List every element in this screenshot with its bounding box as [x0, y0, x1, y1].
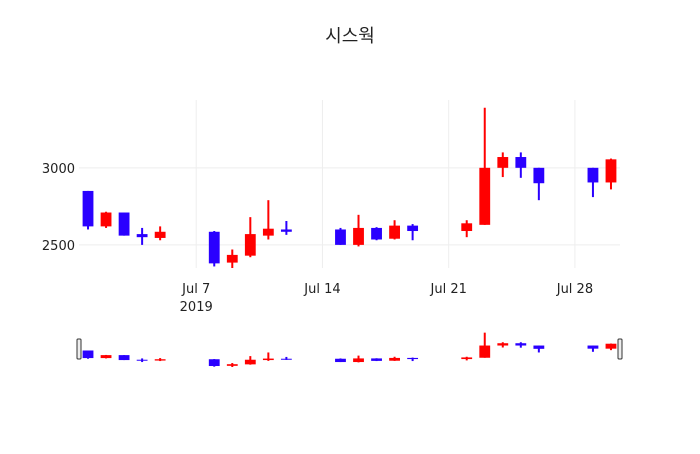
- candle-body: [479, 167, 491, 225]
- slider-candle-body: [82, 350, 94, 359]
- slider-candle-body: [515, 343, 527, 346]
- slider-candle-body: [353, 358, 364, 363]
- candle-body: [262, 228, 274, 236]
- candle-body: [515, 157, 527, 168]
- slider-candle-body: [118, 355, 130, 361]
- candle-body: [497, 157, 509, 168]
- candle-body: [389, 225, 400, 239]
- slider-candle-body: [208, 359, 220, 367]
- candle-body: [605, 159, 617, 183]
- slider-candle-body: [371, 358, 382, 361]
- slider-candle-body: [479, 345, 491, 358]
- slider-candle-body: [533, 345, 545, 349]
- slider-candle-body: [262, 358, 274, 361]
- x-tick-label: Jul 21: [430, 282, 467, 297]
- slider-candle-body: [497, 343, 509, 346]
- candle-body: [407, 225, 419, 232]
- range-slider-handle[interactable]: [76, 338, 82, 360]
- slider-candle-body: [280, 358, 292, 360]
- slider-candle-body: [407, 357, 419, 360]
- x-tick-label: Jul 7: [181, 282, 210, 297]
- slider-candle-body: [605, 343, 617, 349]
- candle-body: [154, 231, 166, 238]
- candle-body: [208, 231, 220, 264]
- slider-candle-body: [587, 345, 599, 349]
- candle-body: [533, 167, 545, 184]
- candle-body: [136, 234, 148, 238]
- x-tick-label: Jul 14: [303, 282, 340, 297]
- slider-candle-body: [100, 355, 112, 359]
- y-tick-label: 3000: [42, 162, 75, 177]
- candle-body: [82, 190, 94, 227]
- candle-body: [335, 229, 346, 245]
- slider-candle-body: [244, 359, 256, 365]
- slider-candle-body: [136, 359, 148, 361]
- slider-candle-body: [389, 357, 400, 361]
- y-tick-label: 2500: [42, 239, 75, 254]
- candle-body: [244, 234, 256, 256]
- candle-body: [587, 167, 599, 183]
- range-slider-handle[interactable]: [617, 338, 623, 360]
- candle-body: [226, 254, 238, 263]
- candle-body: [100, 212, 112, 227]
- candle-body: [118, 212, 130, 236]
- slider-candle-body: [461, 357, 473, 360]
- slider-candle-body: [335, 358, 346, 363]
- x-tick-year: 2019: [180, 300, 213, 315]
- chart-title: 시스웍: [325, 26, 375, 47]
- candle-body: [353, 227, 364, 245]
- candle-body: [461, 223, 473, 232]
- candle-body: [280, 229, 292, 232]
- slider-candle-body: [154, 359, 166, 361]
- slider-candle-body: [226, 364, 238, 366]
- candle-body: [371, 227, 382, 240]
- x-tick-label: Jul 28: [556, 282, 593, 297]
